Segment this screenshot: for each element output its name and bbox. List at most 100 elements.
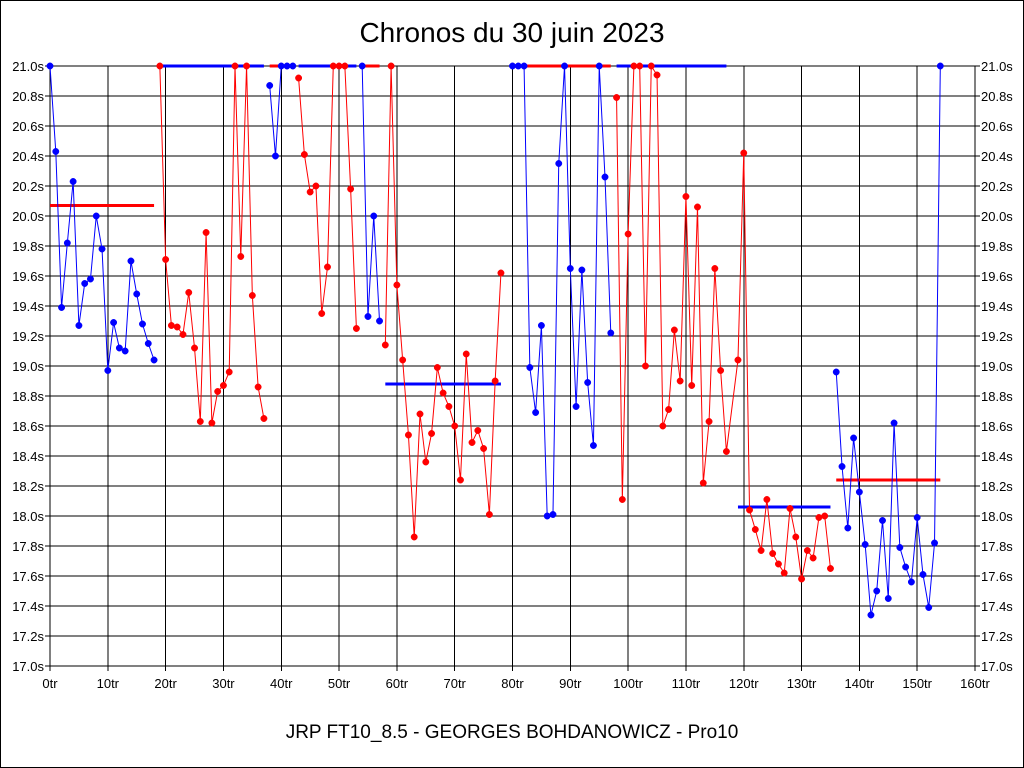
data-point <box>324 263 331 271</box>
data-point <box>601 173 609 181</box>
data-point <box>196 418 204 425</box>
data-point <box>92 212 100 220</box>
data-point <box>537 322 545 329</box>
data-point <box>179 331 187 338</box>
data-point <box>659 422 667 430</box>
data-series <box>46 62 944 619</box>
data-point <box>231 62 239 70</box>
y-tick-label-right: 20.4s <box>981 149 1013 164</box>
data-point <box>555 160 563 167</box>
data-point <box>850 434 858 442</box>
data-point <box>295 74 303 82</box>
data-point <box>699 479 707 487</box>
data-point <box>821 512 829 520</box>
data-point <box>399 356 407 364</box>
x-tick-label: 110tr <box>672 676 701 691</box>
y-tick-label-left: 19.8s <box>12 239 44 254</box>
data-point <box>63 239 71 247</box>
data-point <box>711 265 719 272</box>
data-point <box>561 62 568 70</box>
data-point <box>520 62 528 70</box>
data-point <box>751 526 759 533</box>
y-tick-label-left: 17.8s <box>12 539 44 554</box>
data-point <box>809 554 817 562</box>
y-tick-label-right: 18.8s <box>981 389 1013 404</box>
y-tick-label-left: 17.0s <box>12 659 44 674</box>
data-point <box>272 152 279 160</box>
data-point <box>780 569 788 577</box>
x-tick-label: 90tr <box>559 676 582 691</box>
data-point <box>52 148 60 155</box>
data-point <box>468 439 476 446</box>
y-tick-label-left: 19.6s <box>12 269 44 284</box>
x-tick-label: 40tr <box>270 676 293 691</box>
data-point <box>595 62 603 70</box>
data-point <box>46 62 54 70</box>
x-tick-label: 100tr <box>613 676 643 691</box>
data-point <box>740 149 748 157</box>
data-point <box>798 575 806 583</box>
data-point <box>647 62 655 70</box>
x-tick-label: 150tr <box>902 676 932 691</box>
data-point <box>139 320 146 328</box>
data-point <box>300 151 308 158</box>
data-point <box>757 547 765 554</box>
data-point <box>347 185 355 193</box>
data-point <box>890 419 898 427</box>
data-point <box>566 265 574 272</box>
chart-subtitle: JRP FT10_8.5 - GEORGES BOHDANOWICZ - Pro… <box>285 722 739 743</box>
chart-title: Chronos du 30 juin 2023 <box>359 17 665 48</box>
data-point <box>514 62 522 70</box>
y-tick-label-left: 18.8s <box>12 389 44 404</box>
data-point <box>485 511 493 518</box>
data-point <box>763 496 771 503</box>
series-line-blue-7 <box>512 65 612 517</box>
y-tick-label-right: 19.2s <box>981 329 1013 344</box>
data-point <box>404 431 412 439</box>
data-point <box>75 322 83 329</box>
data-point <box>370 212 378 220</box>
y-tick-label-right: 21.0s <box>981 59 1013 74</box>
series-line-blue-1 <box>49 65 155 371</box>
y-tick-label-right: 18.0s <box>981 509 1013 524</box>
data-point <box>318 310 326 317</box>
data-point <box>774 560 782 568</box>
y-tick-label-right: 17.2s <box>981 629 1013 644</box>
data-point <box>884 595 892 602</box>
data-point <box>803 547 811 554</box>
data-point <box>428 430 436 437</box>
data-point <box>670 326 678 334</box>
data-point <box>208 419 216 427</box>
data-point <box>907 578 915 586</box>
data-point <box>439 389 447 397</box>
data-point <box>364 313 372 320</box>
data-point <box>167 322 175 329</box>
data-point <box>410 533 418 541</box>
y-tick-label-left: 19.4s <box>12 299 44 314</box>
data-point <box>589 442 597 449</box>
y-tick-label-right: 18.2s <box>981 479 1013 494</box>
data-point <box>624 230 632 238</box>
data-point <box>260 415 268 422</box>
data-point <box>243 62 251 70</box>
data-point <box>254 383 262 391</box>
data-point <box>387 62 395 70</box>
data-point <box>306 188 314 196</box>
y-tick-label-left: 17.6s <box>12 569 44 584</box>
data-point <box>734 356 742 364</box>
data-point <box>543 512 551 520</box>
data-point <box>162 256 170 263</box>
data-point <box>682 193 690 200</box>
x-tick-label: 140tr <box>845 676 875 691</box>
y-tick-label-right: 20.6s <box>981 119 1013 134</box>
data-point <box>931 539 938 547</box>
tick-labels: 0tr 10tr 20tr 30tr 40tr 50tr 60tr 70tr 80tr 90tr 1… <box>12 59 1013 691</box>
data-point <box>636 62 644 70</box>
data-point <box>676 377 684 385</box>
y-tick-label-right: 20.2s <box>981 179 1013 194</box>
x-tick-label: 120tr <box>729 676 759 691</box>
data-point <box>329 62 337 70</box>
data-point <box>237 253 245 260</box>
y-tick-label-right: 20.8s <box>981 89 1013 104</box>
data-point <box>445 403 453 410</box>
